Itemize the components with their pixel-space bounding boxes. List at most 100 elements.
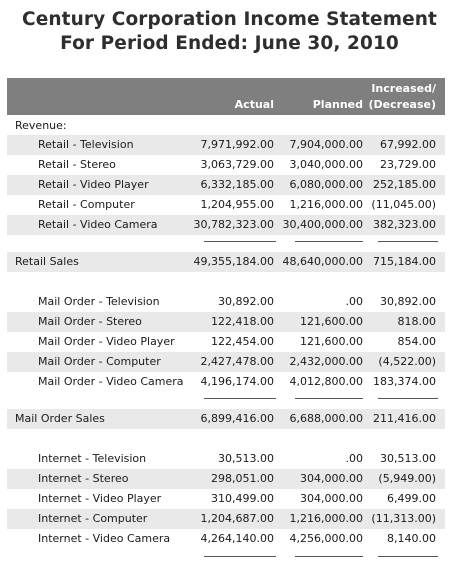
variance-value: 67,992.00 [380, 138, 436, 151]
table-row: Mail Order - Computer 2,427,478.00 2,432… [7, 352, 445, 372]
planned-value: 1,216,000.00 [289, 512, 363, 525]
table-row: Retail - Video Camera 30,782,323.00 30,4… [7, 215, 445, 235]
row-label: Mail Order - Television [38, 295, 160, 308]
report-title-line1: Century Corporation Income Statement [22, 9, 437, 30]
actual-value: 49,355,184.00 [193, 255, 274, 268]
variance-value: (11,313.00) [371, 512, 436, 525]
variance-value: 8,140.00 [387, 532, 436, 545]
variance-value: 23,729.00 [380, 158, 436, 171]
row-label: Retail - Computer [38, 198, 135, 211]
table-row: Internet - Stereo 298,051.00 304,000.00 … [7, 469, 445, 489]
variance-value: 211,416.00 [373, 412, 436, 425]
subtotal-row-retail: Retail Sales 49,355,184.00 48,640,000.00… [7, 252, 445, 272]
actual-value: 30,782,323.00 [193, 218, 274, 231]
table-row: Mail Order - Video Player 122,454.00 121… [7, 332, 445, 352]
actual-value: 7,971,992.00 [200, 138, 274, 151]
actual-value: 1,204,955.00 [200, 198, 274, 211]
variance-value: 854.00 [397, 335, 437, 348]
row-label: Retail Sales [15, 255, 79, 268]
row-label: Mail Order Sales [15, 412, 105, 425]
planned-value: 3,040,000.00 [289, 158, 363, 171]
variance-value: (4,522.00) [378, 355, 436, 368]
table-row: Retail - Computer 1,204,955.00 1,216,000… [7, 195, 445, 215]
variance-value: 30,892.00 [380, 295, 436, 308]
row-label: Internet - Video Camera [38, 532, 171, 545]
column-header-variance-line1: Increased/ [371, 82, 436, 95]
report-title-line2: For Period Ended: June 30, 2010 [60, 33, 399, 54]
planned-value: .00 [345, 452, 364, 465]
row-label: Retail - Stereo [38, 158, 116, 171]
subtotal-rule-planned [295, 398, 363, 399]
actual-value: 3,063,729.00 [200, 158, 274, 171]
table-row: Retail - Television 7,971,992.00 7,904,0… [7, 135, 445, 155]
planned-value: 304,000.00 [300, 472, 363, 485]
subtotal-rule-actual [204, 398, 276, 399]
actual-value: 6,899,416.00 [200, 412, 274, 425]
variance-value: 252,185.00 [373, 178, 436, 191]
subtotal-rule-actual [204, 241, 276, 242]
actual-value: 122,418.00 [211, 315, 274, 328]
actual-value: 30,892.00 [218, 295, 274, 308]
actual-value: 4,264,140.00 [200, 532, 274, 545]
column-header-bar: Actual Planned Increased/ (Decrease) [7, 78, 445, 115]
row-label: Retail - Video Player [38, 178, 149, 191]
actual-value: 4,196,174.00 [200, 375, 274, 388]
variance-value: 30,513.00 [380, 452, 436, 465]
row-label: Mail Order - Stereo [38, 315, 142, 328]
table-row: Retail - Stereo 3,063,729.00 3,040,000.0… [7, 155, 445, 175]
planned-value: 4,256,000.00 [289, 532, 363, 545]
variance-value: 183,374.00 [373, 375, 436, 388]
planned-value: 4,012,800.00 [289, 375, 363, 388]
planned-value: 6,080,000.00 [289, 178, 363, 191]
planned-value: .00 [345, 295, 364, 308]
subtotal-rule-planned [295, 241, 363, 242]
row-label: Internet - Television [38, 452, 147, 465]
row-label: Mail Order - Computer [38, 355, 161, 368]
table-row: Internet - Computer 1,204,687.00 1,216,0… [7, 509, 445, 529]
revenue-heading: Revenue: [15, 119, 67, 132]
subtotal-rule-variance [378, 241, 438, 242]
planned-value: 121,600.00 [300, 335, 363, 348]
planned-value: 1,216,000.00 [289, 198, 363, 211]
planned-value: 304,000.00 [300, 492, 363, 505]
row-label: Retail - Television [38, 138, 134, 151]
actual-value: 122,454.00 [211, 335, 274, 348]
planned-value: 7,904,000.00 [289, 138, 363, 151]
planned-value: 6,688,000.00 [289, 412, 363, 425]
actual-value: 298,051.00 [211, 472, 274, 485]
actual-value: 310,499.00 [211, 492, 274, 505]
table-row: Retail - Video Player 6,332,185.00 6,080… [7, 175, 445, 195]
actual-value: 1,204,687.00 [200, 512, 274, 525]
row-label: Internet - Video Player [38, 492, 162, 505]
variance-value: 382,323.00 [373, 218, 436, 231]
table-row: Mail Order - Stereo 122,418.00 121,600.0… [7, 312, 445, 332]
subtotal-rule-variance [378, 556, 438, 557]
variance-value: (5,949.00) [378, 472, 436, 485]
variance-value: 818.00 [397, 315, 437, 328]
row-label: Internet - Stereo [38, 472, 129, 485]
planned-value: 48,640,000.00 [282, 255, 363, 268]
subtotal-row-mail-order: Mail Order Sales 6,899,416.00 6,688,000.… [7, 409, 445, 429]
planned-value: 30,400,000.00 [282, 218, 363, 231]
subtotal-rule-actual [204, 556, 276, 557]
planned-value: 2,432,000.00 [289, 355, 363, 368]
actual-value: 2,427,478.00 [200, 355, 274, 368]
subtotal-rule-planned [295, 556, 363, 557]
variance-value: 715,184.00 [373, 255, 436, 268]
column-header-actual: Actual [234, 98, 274, 111]
revenue-heading-row: Revenue: [7, 116, 445, 136]
column-header-variance-line2: (Decrease) [368, 98, 436, 111]
column-header-planned: Planned [312, 98, 363, 111]
table-row: Mail Order - Television 30,892.00 .00 30… [7, 292, 445, 312]
row-label: Mail Order - Video Camera [38, 375, 184, 388]
table-row: Internet - Television 30,513.00 .00 30,5… [7, 449, 445, 469]
row-label: Retail - Video Camera [38, 218, 158, 231]
table-row: Internet - Video Player 310,499.00 304,0… [7, 489, 445, 509]
table-row: Internet - Video Camera 4,264,140.00 4,2… [7, 529, 445, 549]
variance-value: 6,499.00 [387, 492, 436, 505]
variance-value: (11,045.00) [371, 198, 436, 211]
subtotal-rule-variance [378, 398, 438, 399]
planned-value: 121,600.00 [300, 315, 363, 328]
table-row: Mail Order - Video Camera 4,196,174.00 4… [7, 372, 445, 392]
row-label: Internet - Computer [38, 512, 148, 525]
